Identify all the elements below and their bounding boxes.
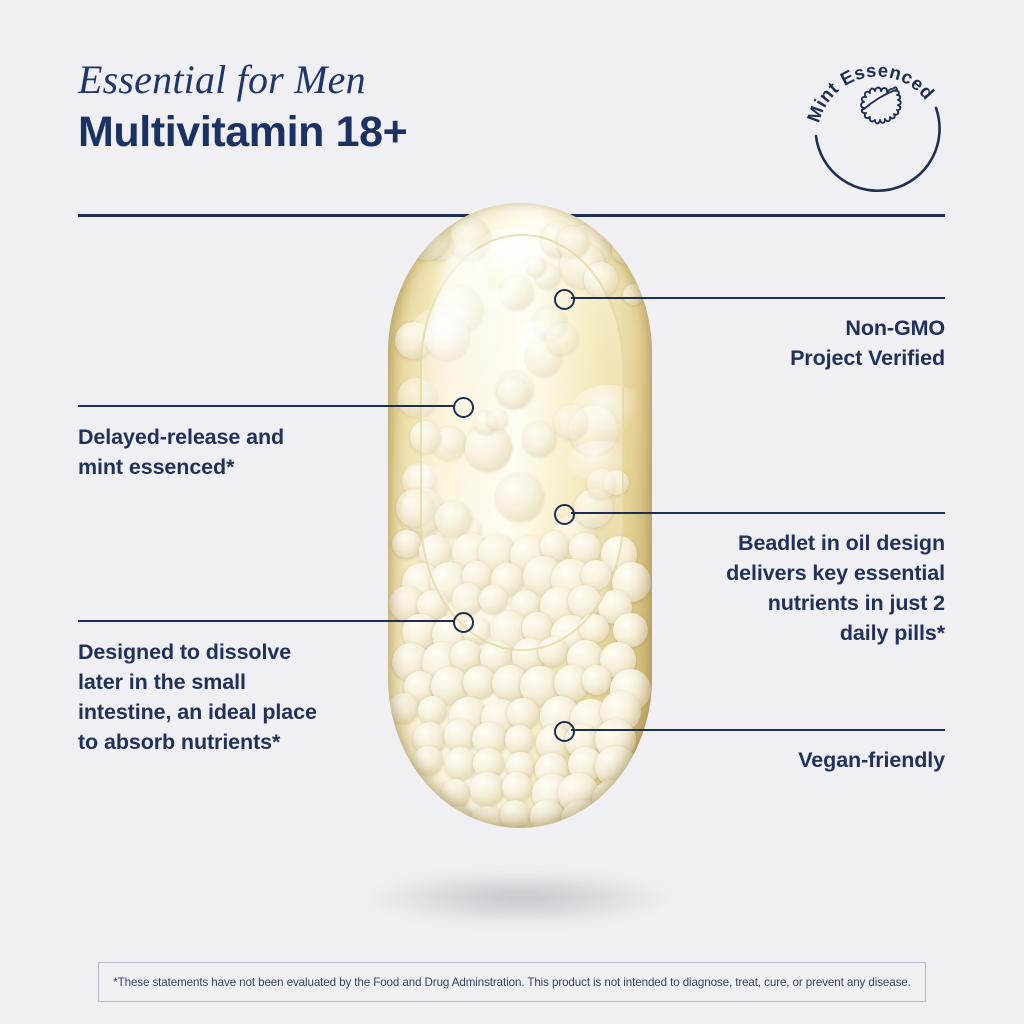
disclaimer-box: *These statements have not been evaluate…: [98, 962, 926, 1002]
callout-line: Project Verified: [790, 346, 945, 370]
beadlet: [469, 805, 506, 828]
callout-ring-delayed-release: [453, 397, 474, 418]
callout-leader-delayed-release: [78, 405, 454, 407]
callout-leader-beadlet: [571, 512, 945, 514]
callout-line: mint essenced*: [78, 455, 235, 479]
disclaimer-text: *These statements have not been evaluate…: [113, 975, 911, 989]
beadlet: [505, 725, 535, 755]
callout-leader-non-gmo: [571, 297, 945, 299]
callout-line: Non-GMO: [845, 316, 945, 340]
callout-line: nutrients in just 2: [767, 591, 945, 615]
callout-line: Beadlet in oil design: [738, 531, 945, 555]
beadlet: [622, 283, 645, 306]
beadlet: [391, 529, 421, 559]
beadlet: [444, 747, 478, 781]
callout-text-dissolve: Designed to dissolve later in the small …: [78, 637, 478, 757]
title-block: Essential for Men Multivitamin 18+: [78, 57, 678, 157]
mint-leaf-icon: [860, 86, 902, 125]
callout-line: delivers key essential: [726, 561, 945, 585]
beadlet: [388, 693, 418, 724]
page-title: Multivitamin 18+: [78, 108, 408, 156]
badge-svg: Mint Essenced: [803, 59, 941, 193]
beadlet: [501, 772, 532, 803]
callout-line: Designed to dissolve: [78, 640, 292, 664]
callout-leader-vegan: [571, 729, 945, 731]
leaf-outline: [860, 86, 902, 125]
product-eyebrow: Essential for Men: [78, 57, 366, 102]
beadlet: [443, 719, 477, 753]
beadlet: [413, 745, 443, 776]
callout-leader-dissolve: [78, 620, 454, 622]
callout-line: Vegan-friendly: [798, 748, 945, 772]
callout-line: Delayed-release and: [78, 425, 285, 449]
beadlet: [418, 695, 448, 725]
beadlet: [441, 805, 474, 828]
callout-text-delayed-release: Delayed-release and mint essenced*: [78, 422, 478, 482]
beadlet: [612, 235, 641, 264]
beadlet: [530, 799, 564, 828]
callout-line: later in the small: [78, 670, 246, 694]
capsule-highlight: [430, 240, 499, 503]
beadlet: [462, 666, 496, 700]
callout-ring-beadlet: [554, 504, 575, 525]
callout-line: intestine, an ideal place: [78, 700, 317, 724]
callout-text-non-gmo: Non-GMO Project Verified: [382, 313, 945, 373]
callout-ring-non-gmo: [554, 289, 575, 310]
capsule-drop-shadow: [372, 872, 667, 924]
beadlet: [613, 613, 648, 648]
mint-essenced-badge: Mint Essenced: [800, 44, 952, 196]
leaf-vein: [863, 89, 897, 110]
beadlet: [440, 778, 471, 809]
beadlet: [500, 800, 531, 828]
beadlet: [591, 804, 631, 828]
beadlet: [470, 772, 504, 806]
callout-line: to absorb nutrients*: [78, 730, 281, 754]
beadlet: [507, 697, 539, 730]
callout-line: daily pills*: [839, 621, 945, 645]
beadlet: [581, 664, 612, 695]
callout-text-beadlet: Beadlet in oil design delivers key essen…: [382, 528, 945, 648]
callout-ring-vegan: [554, 721, 575, 742]
callout-ring-dissolve: [453, 612, 474, 633]
beadlet: [403, 213, 450, 260]
callout-text-vegan: Vegan-friendly: [382, 745, 945, 775]
badge-arc: [814, 106, 941, 193]
